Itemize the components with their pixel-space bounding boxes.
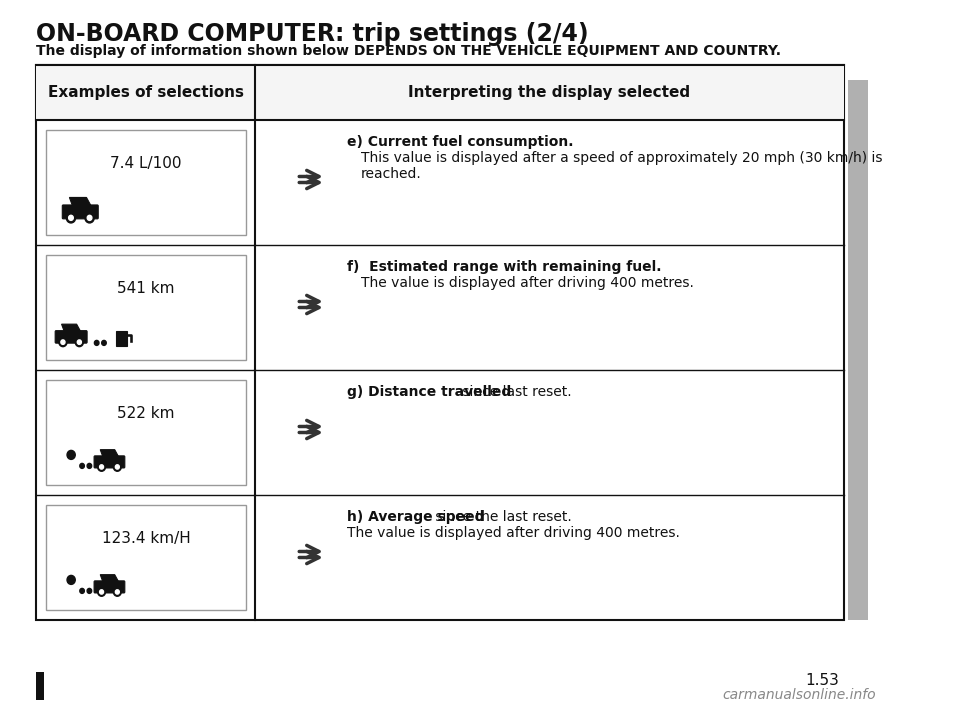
Circle shape <box>115 465 119 469</box>
Text: carmanualsonline.info: carmanualsonline.info <box>722 688 876 702</box>
Circle shape <box>100 465 104 469</box>
Text: 541 km: 541 km <box>117 281 175 296</box>
Text: g) Distance travelled: g) Distance travelled <box>347 385 511 399</box>
Circle shape <box>78 340 82 344</box>
Text: h) Average speed: h) Average speed <box>347 510 484 524</box>
Circle shape <box>87 589 91 594</box>
Text: The value is displayed after driving 400 metres.: The value is displayed after driving 400… <box>361 276 694 290</box>
FancyBboxPatch shape <box>46 255 247 360</box>
Circle shape <box>115 590 119 594</box>
Text: since the last reset.: since the last reset. <box>431 510 572 524</box>
Text: 123.4 km/H: 123.4 km/H <box>102 531 190 546</box>
Circle shape <box>113 588 121 596</box>
Polygon shape <box>69 197 91 206</box>
Circle shape <box>98 463 106 471</box>
Text: The display of information shown below DEPENDS ON THE VEHICLE EQUIPMENT AND COUN: The display of information shown below D… <box>36 44 781 58</box>
Polygon shape <box>61 324 81 332</box>
FancyBboxPatch shape <box>46 130 247 235</box>
Circle shape <box>100 590 104 594</box>
Text: Examples of selections: Examples of selections <box>48 85 244 100</box>
Text: 522 km: 522 km <box>117 406 175 421</box>
Circle shape <box>66 213 76 223</box>
Text: The value is displayed after driving 400 metres.: The value is displayed after driving 400… <box>347 526 680 540</box>
Text: e) Current fuel consumption.: e) Current fuel consumption. <box>347 135 573 149</box>
Text: since last reset.: since last reset. <box>458 385 571 399</box>
Circle shape <box>59 338 67 346</box>
Circle shape <box>60 340 65 344</box>
Text: f)  Estimated range with remaining fuel.: f) Estimated range with remaining fuel. <box>347 260 661 274</box>
FancyBboxPatch shape <box>94 581 125 593</box>
Text: 7.4 L/100: 7.4 L/100 <box>110 156 181 171</box>
Circle shape <box>67 575 75 584</box>
FancyBboxPatch shape <box>849 80 868 620</box>
FancyBboxPatch shape <box>94 456 125 468</box>
Polygon shape <box>100 574 119 582</box>
Circle shape <box>87 215 92 220</box>
Circle shape <box>84 213 94 223</box>
Polygon shape <box>100 449 119 457</box>
Circle shape <box>80 464 84 469</box>
Text: This value is displayed after a speed of approximately 20 mph (30 km/h) is
reach: This value is displayed after a speed of… <box>361 151 882 181</box>
FancyBboxPatch shape <box>116 331 127 346</box>
Circle shape <box>75 338 84 346</box>
Circle shape <box>68 215 73 220</box>
Bar <box>36 65 844 620</box>
FancyBboxPatch shape <box>55 331 87 343</box>
Circle shape <box>87 464 91 469</box>
Bar <box>36 672 44 700</box>
Text: Interpreting the display selected: Interpreting the display selected <box>408 85 690 100</box>
Circle shape <box>94 340 99 345</box>
Circle shape <box>80 589 84 594</box>
Circle shape <box>98 588 106 596</box>
FancyBboxPatch shape <box>62 205 98 219</box>
Bar <box>36 65 844 120</box>
Text: ON-BOARD COMPUTER: trip settings (2/4): ON-BOARD COMPUTER: trip settings (2/4) <box>36 22 589 46</box>
Text: 1.53: 1.53 <box>805 673 839 688</box>
FancyBboxPatch shape <box>46 380 247 485</box>
Circle shape <box>113 463 121 471</box>
FancyBboxPatch shape <box>46 505 247 610</box>
Circle shape <box>67 450 75 459</box>
Circle shape <box>102 340 107 345</box>
